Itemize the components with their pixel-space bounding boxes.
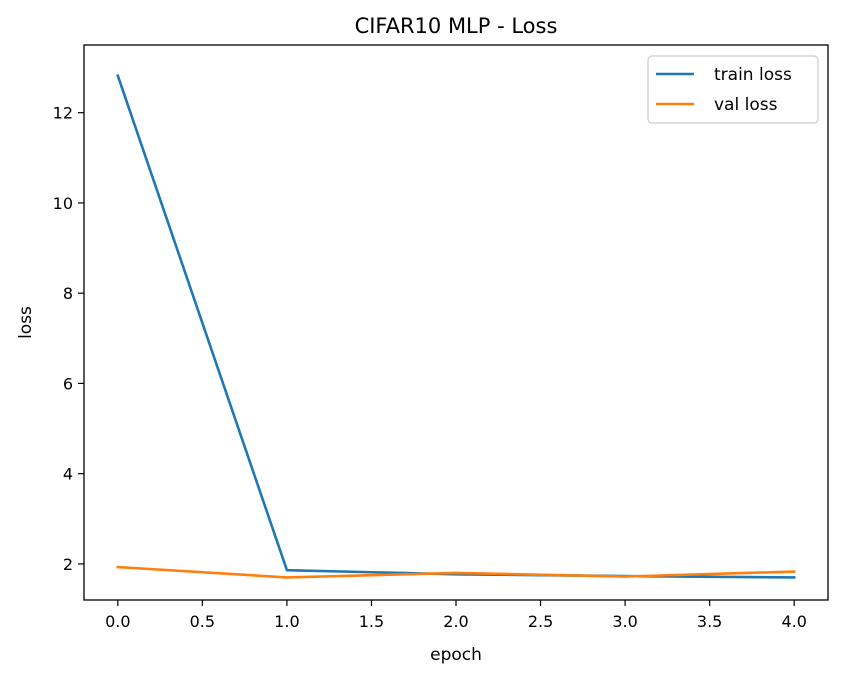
y-tick-label: 4 xyxy=(63,465,73,484)
legend-label-2: val loss xyxy=(714,95,778,115)
y-tick-label: 12 xyxy=(53,104,73,123)
plot-frame xyxy=(83,44,829,601)
x-tick-label: 2.0 xyxy=(443,612,468,631)
x-axis-label: epoch xyxy=(430,645,482,665)
y-tick-label: 10 xyxy=(53,194,73,213)
y-tick-label: 2 xyxy=(63,555,73,574)
x-tick-label: 1.0 xyxy=(274,612,299,631)
x-tick-label: 2.5 xyxy=(528,612,553,631)
plot-area xyxy=(83,44,829,601)
x-tick-label: 3.5 xyxy=(697,612,722,631)
x-axis: 0.0 0.5 1.0 1.5 2.0 2.5 3.0 3.5 4.0 xyxy=(105,600,807,631)
y-tick-label: 8 xyxy=(63,284,73,303)
legend-label-1: train loss xyxy=(714,65,792,85)
x-tick-label: 0.0 xyxy=(105,612,130,631)
x-tick-label: 1.5 xyxy=(359,612,384,631)
series-line-1 xyxy=(116,74,796,579)
y-axis-label: loss xyxy=(16,306,36,339)
series-line-2 xyxy=(116,565,796,579)
chart-title: CIFAR10 MLP - Loss xyxy=(355,14,558,38)
y-axis: 2 4 6 8 10 12 xyxy=(53,104,84,574)
x-tick-label: 3.0 xyxy=(612,612,637,631)
y-tick-label: 6 xyxy=(63,374,73,393)
x-tick-label: 0.5 xyxy=(190,612,215,631)
legend: train loss val loss xyxy=(647,55,819,124)
x-tick-label: 4.0 xyxy=(781,612,806,631)
